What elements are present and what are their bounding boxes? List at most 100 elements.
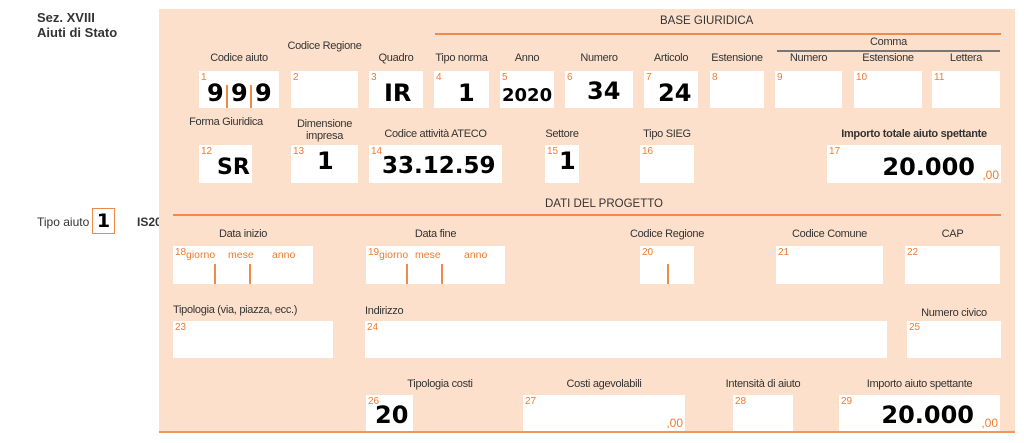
codice-ateco-field[interactable]: 14 33.12.59 — [369, 145, 502, 183]
decimals: ,00 — [666, 416, 683, 430]
digit-divider — [667, 264, 669, 284]
cap-field[interactable]: 22 — [905, 246, 1000, 284]
progetto-codice-regione-field[interactable]: 20 — [640, 246, 694, 284]
codice-comune-field[interactable]: 21 — [776, 246, 883, 284]
field-number: 8 — [712, 72, 718, 83]
section-name: Aiuti di Stato — [37, 25, 118, 40]
forma-giuridica-field[interactable]: 12 SR — [199, 145, 252, 183]
date-divider — [441, 264, 443, 284]
field-number: 20 — [642, 247, 654, 258]
mese-label: mese — [415, 249, 441, 261]
data-inizio-field[interactable]: 18 giorno mese anno — [173, 246, 313, 284]
f22-label: CAP — [941, 228, 964, 240]
giorno-label: giorno — [379, 249, 409, 261]
field-number: 16 — [642, 146, 654, 157]
intensita-aiuto-field[interactable]: 28 — [733, 395, 793, 431]
f19-label: Data fine — [414, 228, 457, 240]
field-value: 20 — [375, 401, 409, 429]
field-value: 24 — [658, 79, 692, 107]
importo-aiuto-field[interactable]: 29 20.000 ,00 — [839, 395, 1000, 431]
field-number: 23 — [175, 322, 187, 333]
field-number: 17 — [829, 146, 841, 157]
f18-label: Data inizio — [218, 228, 268, 240]
tipo-sieg-field[interactable]: 16 — [640, 145, 694, 183]
date-divider — [214, 264, 216, 284]
field-number: 18 — [175, 247, 187, 258]
estensione-field[interactable]: 8 — [710, 71, 764, 108]
f14-label: Codice attività ATECO — [384, 128, 487, 140]
field-number: 4 — [436, 72, 442, 83]
field-value: 20.000 — [881, 401, 974, 429]
field-value: 34 — [587, 77, 621, 105]
numero-civico-field[interactable]: 25 — [907, 321, 1001, 358]
comma-divider — [777, 50, 1000, 52]
indirizzo-field[interactable]: 24 — [365, 321, 887, 358]
field-number: 15 — [547, 146, 559, 157]
tipo-aiuto-field[interactable]: 1 — [92, 208, 115, 234]
field-number: 22 — [907, 247, 919, 258]
field-number: 13 — [293, 146, 305, 157]
f7-label: Articolo — [653, 52, 689, 64]
field-value: 1 — [559, 147, 576, 175]
field-number: 25 — [909, 322, 921, 333]
date-divider — [406, 264, 408, 284]
f9-label: Numero — [789, 52, 828, 64]
f6-label: Numero — [580, 52, 618, 64]
f24-label: Indirizzo — [365, 305, 404, 317]
f5-label: Anno — [514, 52, 540, 64]
f15-label: Settore — [545, 128, 579, 140]
field-number: 7 — [646, 72, 652, 83]
data-fine-field[interactable]: 19 giorno mese anno — [366, 246, 505, 284]
field-value: 1 — [317, 147, 334, 175]
base-giuridica-divider — [435, 33, 1001, 35]
field-number: 6 — [567, 72, 573, 83]
comma-lettera-field[interactable]: 11 — [932, 71, 1000, 108]
field-value: 1 — [458, 79, 475, 107]
field-number: 29 — [841, 396, 853, 407]
tipologia-via-field[interactable]: 23 — [173, 321, 333, 358]
field-number: 3 — [371, 72, 377, 83]
f20-label: Codice Regione — [629, 228, 705, 240]
tipologia-costi-field[interactable]: 26 20 — [366, 395, 413, 431]
anno-label: anno — [272, 249, 296, 261]
f4-label: Tipo norma — [435, 52, 488, 64]
dimensione-impresa-field[interactable]: 13 1 — [291, 145, 358, 183]
codice-aiuto-field[interactable]: 1 9 9 9 — [199, 71, 279, 108]
importo-totale-field[interactable]: 17 20.000 ,00 — [827, 145, 1001, 183]
field-number: 12 — [201, 146, 213, 157]
field-value: SR — [217, 155, 250, 180]
date-divider — [249, 264, 251, 284]
section-code: Sez. XVIII — [37, 10, 95, 25]
costi-agevolabili-field[interactable]: 27,00 — [523, 395, 685, 431]
articolo-field[interactable]: 7 24 — [644, 71, 698, 108]
f27-label: Costi agevolabili — [566, 378, 642, 390]
field-number: 28 — [735, 396, 747, 407]
field-number: 26 — [368, 396, 380, 407]
comma-numero-field[interactable]: 9 — [775, 71, 842, 108]
f17-label: Importo totale aiuto spettante — [841, 128, 987, 140]
digit: 9 — [231, 79, 248, 107]
numero-field[interactable]: 6 34 — [565, 71, 633, 108]
tipo-aiuto-label: Tipo aiuto — [37, 215, 90, 229]
bottom-divider — [159, 431, 1015, 433]
f21-label: Codice Comune — [792, 228, 867, 240]
f13-label: Dimensione impresa — [296, 118, 353, 142]
field-value: 2020 — [502, 85, 553, 106]
decimals: ,00 — [981, 416, 998, 430]
comma-title: Comma — [869, 36, 907, 48]
field-number: 9 — [777, 72, 783, 83]
settore-field[interactable]: 15 1 — [545, 145, 579, 183]
f3-label: Quadro — [378, 52, 414, 64]
codice-regione-field[interactable]: 2 — [291, 71, 358, 108]
comma-estensione-field[interactable]: 10 — [854, 71, 922, 108]
field-number: 10 — [856, 72, 868, 83]
field-value: 20.000 — [882, 153, 975, 181]
digit: 9 — [255, 79, 272, 107]
quadro-field[interactable]: 3 IR — [369, 71, 423, 108]
field-number: 27 — [525, 396, 537, 407]
f11-label: Lettera — [949, 52, 983, 64]
digit: 9 — [207, 79, 224, 107]
anno-field[interactable]: 5 2020 — [500, 71, 554, 108]
dati-progetto-title: DATI DEL PROGETTO — [545, 198, 663, 210]
